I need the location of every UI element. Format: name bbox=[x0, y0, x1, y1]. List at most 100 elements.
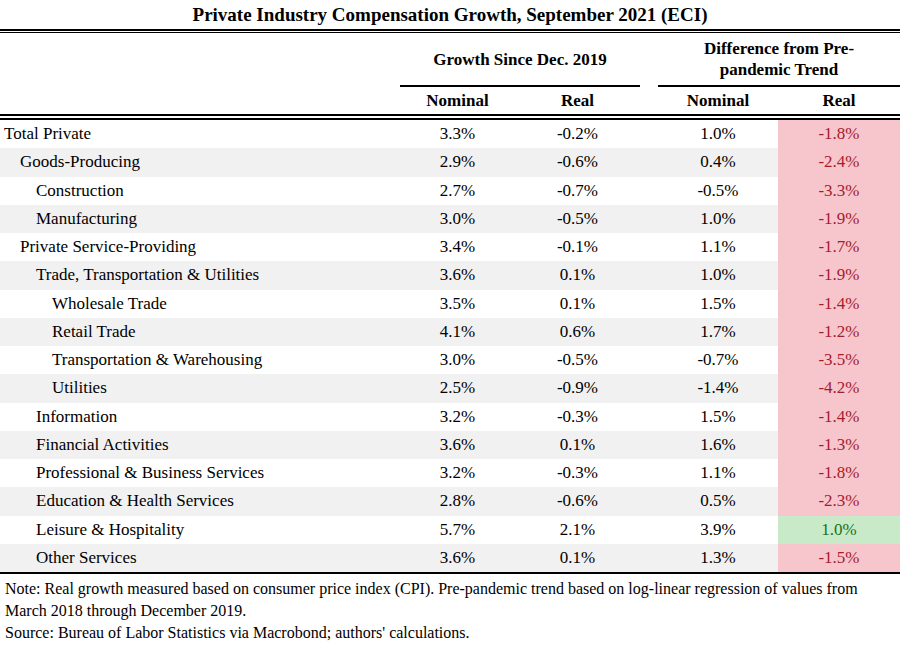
growth-nominal-cell: 3.2% bbox=[400, 459, 515, 487]
growth-real-cell: -0.3% bbox=[515, 403, 640, 431]
growth-nominal-cell: 5.7% bbox=[400, 516, 515, 544]
diff-real-cell: 1.0% bbox=[778, 516, 900, 544]
diff-real-cell: -1.5% bbox=[778, 544, 900, 572]
gap-cell bbox=[640, 148, 658, 176]
growth-real-cell: 0.1% bbox=[515, 261, 640, 289]
col-header-diff-real: Real bbox=[778, 87, 900, 114]
row-label: Goods-Producing bbox=[0, 148, 400, 176]
growth-nominal-cell: 3.5% bbox=[400, 290, 515, 318]
gap-cell bbox=[640, 487, 658, 515]
row-label: Trade, Transportation & Utilities bbox=[0, 261, 400, 289]
growth-nominal-cell: 2.5% bbox=[400, 374, 515, 402]
row-label: Wholesale Trade bbox=[0, 290, 400, 318]
diff-nominal-cell: 1.1% bbox=[658, 233, 778, 261]
growth-nominal-cell: 3.6% bbox=[400, 431, 515, 459]
compensation-table-figure: Private Industry Compensation Growth, Se… bbox=[0, 0, 900, 651]
table-row-construction: Construction 2.7% -0.7% -0.5% -3.3% bbox=[0, 177, 900, 205]
row-label: Professional & Business Services bbox=[0, 459, 400, 487]
gap-cell bbox=[640, 290, 658, 318]
diff-real-cell: -1.8% bbox=[778, 459, 900, 487]
header-group-growth: Growth Since Dec. 2019 bbox=[400, 33, 640, 87]
diff-nominal-cell: 1.3% bbox=[658, 544, 778, 572]
growth-nominal-cell: 3.3% bbox=[400, 120, 515, 148]
gap-cell bbox=[640, 459, 658, 487]
row-label: Financial Activities bbox=[0, 431, 400, 459]
row-label: Education & Health Services bbox=[0, 487, 400, 515]
diff-nominal-cell: 1.0% bbox=[658, 205, 778, 233]
diff-real-cell: -1.8% bbox=[778, 120, 900, 148]
note-text: Note: Real growth measured based on cons… bbox=[5, 578, 886, 622]
diff-nominal-cell: 0.5% bbox=[658, 487, 778, 515]
growth-real-cell: -0.9% bbox=[515, 374, 640, 402]
gap-cell bbox=[640, 261, 658, 289]
table-row-education-health-services: Education & Health Services 2.8% -0.6% 0… bbox=[0, 487, 900, 515]
growth-nominal-cell: 3.0% bbox=[400, 205, 515, 233]
table-row-transportation-warehousing: Transportation & Warehousing 3.0% -0.5% … bbox=[0, 346, 900, 374]
growth-real-cell: -0.3% bbox=[515, 459, 640, 487]
row-label: Private Service-Providing bbox=[0, 233, 400, 261]
header-empty-cell bbox=[0, 33, 400, 87]
diff-nominal-cell: 1.0% bbox=[658, 261, 778, 289]
row-label: Retail Trade bbox=[0, 318, 400, 346]
col-header-diff-nominal: Nominal bbox=[658, 87, 778, 114]
col-header-growth-real: Real bbox=[515, 87, 640, 114]
diff-real-cell: -2.3% bbox=[778, 487, 900, 515]
diff-nominal-cell: 1.6% bbox=[658, 431, 778, 459]
diff-nominal-cell: 1.0% bbox=[658, 120, 778, 148]
row-label: Transportation & Warehousing bbox=[0, 346, 400, 374]
source-text: Source: Bureau of Labor Statistics via M… bbox=[5, 622, 886, 644]
growth-nominal-cell: 2.8% bbox=[400, 487, 515, 515]
growth-real-cell: 0.1% bbox=[515, 290, 640, 318]
growth-real-cell: -0.5% bbox=[515, 346, 640, 374]
table-row-manufacturing: Manufacturing 3.0% -0.5% 1.0% -1.9% bbox=[0, 205, 900, 233]
subheader-empty-cell bbox=[0, 87, 400, 114]
diff-nominal-cell: -1.4% bbox=[658, 374, 778, 402]
diff-real-cell: -1.2% bbox=[778, 318, 900, 346]
gap-cell bbox=[640, 544, 658, 572]
table-subheaders: Nominal Real Nominal Real bbox=[0, 87, 900, 114]
diff-nominal-cell: 1.5% bbox=[658, 290, 778, 318]
growth-real-cell: -0.2% bbox=[515, 120, 640, 148]
diff-real-cell: -2.4% bbox=[778, 148, 900, 176]
diff-real-cell: -3.3% bbox=[778, 177, 900, 205]
growth-real-cell: 0.1% bbox=[515, 431, 640, 459]
diff-real-cell: -1.4% bbox=[778, 290, 900, 318]
growth-nominal-cell: 3.6% bbox=[400, 544, 515, 572]
row-label: Construction bbox=[0, 177, 400, 205]
growth-real-cell: -0.6% bbox=[515, 148, 640, 176]
diff-nominal-cell: -0.7% bbox=[658, 346, 778, 374]
gap-cell bbox=[640, 346, 658, 374]
gap-cell bbox=[640, 431, 658, 459]
table-notes: Note: Real growth measured based on cons… bbox=[0, 574, 900, 644]
growth-nominal-cell: 3.0% bbox=[400, 346, 515, 374]
growth-nominal-cell: 2.9% bbox=[400, 148, 515, 176]
diff-nominal-cell: 1.7% bbox=[658, 318, 778, 346]
table-row-other-services: Other Services 3.6% 0.1% 1.3% -1.5% bbox=[0, 544, 900, 572]
growth-nominal-cell: 4.1% bbox=[400, 318, 515, 346]
diff-nominal-cell: 1.1% bbox=[658, 459, 778, 487]
gap-cell bbox=[640, 516, 658, 544]
diff-real-cell: -1.4% bbox=[778, 403, 900, 431]
table-row-goods-producing: Goods-Producing 2.9% -0.6% 0.4% -2.4% bbox=[0, 148, 900, 176]
table-row-private-service-providing: Private Service-Providing 3.4% -0.1% 1.1… bbox=[0, 233, 900, 261]
diff-real-cell: -3.5% bbox=[778, 346, 900, 374]
table-row-retail-trade: Retail Trade 4.1% 0.6% 1.7% -1.2% bbox=[0, 318, 900, 346]
gap-cell bbox=[640, 318, 658, 346]
growth-real-cell: 0.6% bbox=[515, 318, 640, 346]
growth-real-cell: -0.1% bbox=[515, 233, 640, 261]
table-row-total-private: Total Private 3.3% -0.2% 1.0% -1.8% bbox=[0, 120, 900, 148]
growth-nominal-cell: 3.4% bbox=[400, 233, 515, 261]
table-row-trade-transportation-utilities: Trade, Transportation & Utilities 3.6% 0… bbox=[0, 261, 900, 289]
row-label: Information bbox=[0, 403, 400, 431]
diff-nominal-cell: 0.4% bbox=[658, 148, 778, 176]
growth-real-cell: -0.6% bbox=[515, 487, 640, 515]
growth-nominal-cell: 3.6% bbox=[400, 261, 515, 289]
table-row-utilities: Utilities 2.5% -0.9% -1.4% -4.2% bbox=[0, 374, 900, 402]
gap-cell bbox=[640, 403, 658, 431]
table-row-leisure-hospitality: Leisure & Hospitality 5.7% 2.1% 3.9% 1.0… bbox=[0, 516, 900, 544]
diff-nominal-cell: 3.9% bbox=[658, 516, 778, 544]
diff-real-cell: -1.7% bbox=[778, 233, 900, 261]
row-label: Other Services bbox=[0, 544, 400, 572]
growth-real-cell: 0.1% bbox=[515, 544, 640, 572]
growth-real-cell: 2.1% bbox=[515, 516, 640, 544]
